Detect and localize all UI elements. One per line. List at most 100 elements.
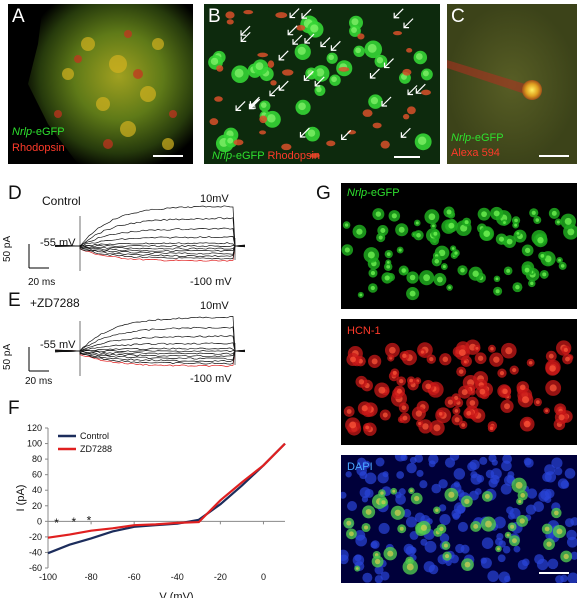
current-trace: [54, 326, 246, 353]
current-trace: [54, 350, 246, 363]
current-trace: [54, 217, 246, 248]
panel-a-caption-2: Rhodopsin: [12, 142, 65, 154]
panel-b-caption-gene: Nrlp: [212, 150, 233, 162]
scale-bar: [28, 347, 49, 372]
panel-c-caption-1-gene: Nrlp: [451, 132, 472, 144]
arrow-icon: [287, 25, 298, 36]
panel-g-label: G: [316, 183, 331, 204]
current-trace: [54, 349, 246, 355]
current-trace: [54, 349, 246, 360]
panel-b-label: B: [208, 6, 221, 27]
arrow-icon: [240, 25, 251, 36]
panel-g-hcn1-caption: HCN-1: [347, 325, 381, 337]
current-trace: [54, 349, 246, 365]
panel-a-scalebar: [153, 155, 183, 157]
panel-a-image: A Nrlp-eGFP Rhodopsin: [8, 4, 193, 164]
panel-b-image: B Nrlp-eGFP Rhodopsin: [204, 4, 440, 164]
y-tick-label: -20: [29, 532, 42, 542]
arrow-icon: [249, 96, 260, 107]
current-trace: [54, 245, 246, 253]
y-tick-label: 60: [32, 470, 42, 480]
arrow-icon: [303, 70, 314, 81]
panel-g-egfp-image: Nrlp-eGFP: [341, 183, 577, 309]
arrow-icon: [407, 85, 418, 96]
panel-d-label: D: [8, 183, 22, 204]
panel-c-micrograph: [447, 4, 577, 164]
current-trace: [54, 244, 246, 248]
y-tick-label: -40: [29, 547, 42, 557]
panel-g-egfp-gene: Nrlp: [347, 187, 368, 199]
x-axis-label: V (mV): [159, 591, 193, 598]
scale-bar: [28, 244, 49, 269]
panel-b-caption-suffix: -eGFP: [232, 150, 265, 162]
current-trace: [54, 245, 246, 260]
arrow-icon: [292, 34, 303, 45]
current-trace: [54, 316, 246, 353]
significance-asterisk: *: [72, 515, 77, 529]
panel-g-hcn1-image: HCN-1: [341, 319, 577, 445]
y-tick-label: 40: [32, 485, 42, 495]
panel-d-condition: Control: [42, 194, 81, 208]
current-trace: [54, 245, 246, 255]
y-tick-label: 100: [27, 439, 42, 449]
arrow-icon: [381, 96, 392, 107]
arrow-icon: [235, 100, 246, 112]
current-trace: [54, 350, 246, 353]
panel-d-top-voltage: 10mV: [200, 193, 229, 205]
panel-a-caption-1-gene: Nrlp: [12, 126, 33, 138]
current-trace: [54, 342, 246, 352]
panel-a-caption-1-suffix: -eGFP: [32, 126, 65, 138]
x-tick-label: -20: [214, 572, 227, 582]
current-trace: [54, 242, 246, 248]
panel-f-chart: -60 -40 -20 0 20 40 60 80 100 120 -100 -80 -60 -40 -20…: [15, 423, 286, 598]
panel-e-top-voltage: 10mV: [200, 300, 229, 312]
current-trace: [54, 335, 246, 353]
legend-entry: ZD7288: [80, 444, 112, 454]
series-line-control: [47, 442, 286, 555]
arrow-icon: [415, 83, 426, 94]
arrow-icon: [330, 40, 341, 51]
panel-c-image: C Nrlp-eGFP Alexa 594: [447, 4, 577, 164]
arrow-icon: [240, 31, 251, 42]
arrow-icon: [304, 33, 315, 44]
panel-e-traces: [28, 316, 246, 376]
significance-asterisk: *: [54, 516, 59, 530]
panel-b-caption: Nrlp-eGFP Rhodopsin: [212, 150, 320, 162]
panel-d-scale-y: 50 pA: [2, 235, 13, 262]
panel-g-dapi-caption: DAPI: [347, 461, 373, 473]
panel-e-scale-x: 20 ms: [25, 376, 53, 387]
panel-e-condition: +ZD7288: [30, 296, 80, 310]
panel-d-bottom-voltage: -100 mV: [190, 276, 232, 288]
arrow-icon: [289, 8, 300, 19]
panel-g-scalebar: [539, 572, 569, 574]
current-trace: [54, 205, 246, 248]
arrow-icon: [369, 68, 380, 79]
y-tick-label: 20: [32, 501, 42, 511]
x-tick-label: -80: [85, 572, 98, 582]
current-trace: [54, 350, 246, 358]
panel-g-hcn1-micrograph: [343, 339, 574, 436]
current-trace: [54, 245, 246, 257]
panel-b-scalebar: [394, 156, 420, 158]
arrow-icon: [299, 127, 310, 138]
panel-c-caption-1: Nrlp-eGFP: [451, 132, 504, 144]
significance-asterisk: *: [87, 513, 92, 527]
current-trace: [54, 236, 246, 248]
panel-c-scalebar: [539, 155, 569, 157]
panel-g-dapi-image: DAPI: [341, 455, 577, 583]
panel-c-label: C: [451, 6, 465, 27]
series-line-zd7288: [47, 442, 286, 539]
panel-d-scale-x: 20 ms: [28, 277, 56, 288]
panel-b-caption-stain: Rhodopsin: [267, 150, 321, 162]
y-tick-label: -60: [29, 563, 42, 573]
current-trace: [54, 245, 246, 250]
y-axis-label: I (pA): [15, 485, 27, 512]
x-tick-label: -60: [128, 572, 141, 582]
panel-e-label: E: [8, 290, 21, 311]
arrow-icon: [383, 58, 394, 69]
legend-entry: Control: [80, 431, 109, 441]
arrow-icon: [278, 80, 289, 91]
current-trace: [54, 227, 246, 247]
panel-e-bottom-voltage: -100 mV: [190, 373, 232, 385]
panel-e-holding-voltage: -55 mV: [40, 339, 76, 351]
